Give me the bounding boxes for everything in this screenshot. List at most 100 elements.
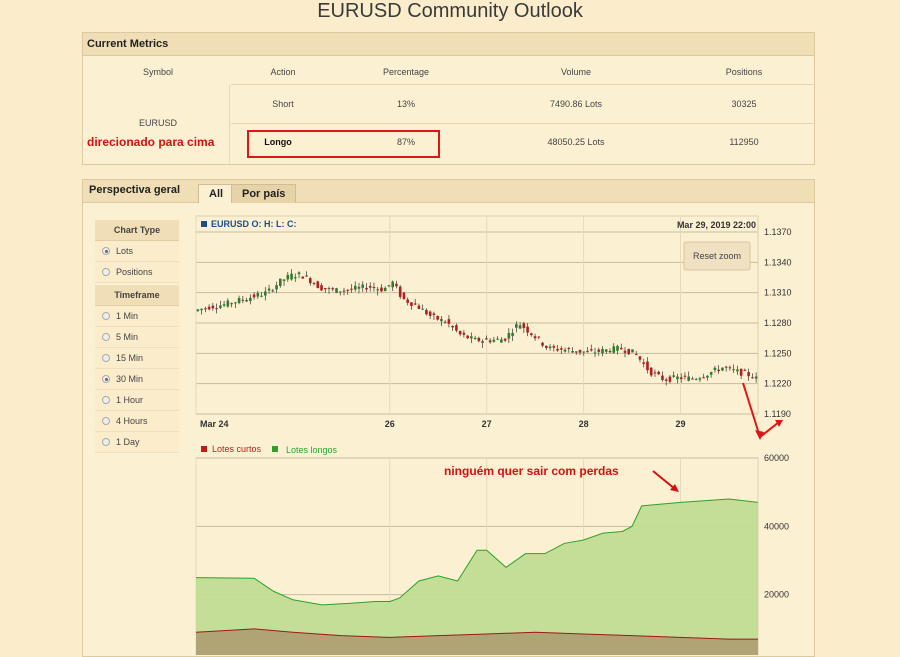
chart-type-lots[interactable]: Lots bbox=[95, 241, 179, 262]
price-plot-area bbox=[195, 215, 759, 415]
candle-body bbox=[687, 376, 690, 381]
radio-icon[interactable] bbox=[102, 333, 110, 341]
candle-body bbox=[552, 346, 556, 348]
candle-body bbox=[440, 319, 443, 322]
chart-type-heading: Chart Type bbox=[95, 220, 179, 241]
candle-body bbox=[593, 352, 597, 354]
candle-body bbox=[530, 333, 533, 336]
candle-body bbox=[297, 272, 301, 275]
price-tick-label: 1.1370 bbox=[764, 227, 792, 237]
candle-body bbox=[634, 354, 638, 356]
candle-body bbox=[380, 287, 383, 292]
chart-type-positions[interactable]: Positions bbox=[95, 262, 179, 283]
radio-icon[interactable] bbox=[102, 417, 110, 425]
candle-body bbox=[657, 371, 661, 375]
short-lots-line bbox=[195, 628, 758, 640]
price-tick-label: 1.1340 bbox=[764, 257, 792, 267]
radio-icon[interactable] bbox=[102, 312, 110, 320]
candle-body bbox=[698, 378, 702, 380]
candle-body bbox=[383, 287, 387, 292]
candle-body bbox=[346, 289, 350, 291]
candle-body bbox=[372, 286, 376, 289]
candle-body bbox=[694, 379, 698, 381]
candle-body bbox=[627, 348, 631, 355]
candle-body bbox=[357, 286, 361, 289]
date-tick-label: 28 bbox=[579, 419, 589, 429]
candle-body bbox=[462, 332, 466, 335]
perspective-header: Perspectiva geral All Por país bbox=[83, 180, 814, 203]
timeframe-1min[interactable]: 1 Min bbox=[95, 306, 179, 327]
col-action: Action bbox=[270, 67, 296, 77]
candle-body bbox=[323, 288, 327, 290]
candle-body bbox=[545, 345, 548, 348]
timeframe-30min[interactable]: 30 Min bbox=[95, 369, 179, 390]
candle-body bbox=[706, 375, 709, 378]
candle-body bbox=[574, 351, 578, 353]
candle-body bbox=[518, 325, 522, 329]
timeframe-5min[interactable]: 5 Min bbox=[95, 327, 179, 348]
candle-body bbox=[432, 313, 436, 316]
date-tick-label: 26 bbox=[385, 419, 395, 429]
candle-body bbox=[638, 356, 642, 360]
radio-icon[interactable] bbox=[102, 354, 110, 362]
candle-body bbox=[556, 348, 559, 351]
candle-body bbox=[623, 350, 627, 353]
current-metrics-panel: Current Metrics Symbol Action Percentage… bbox=[82, 32, 815, 165]
candle-body bbox=[470, 336, 473, 339]
tab-por-pais[interactable]: Por país bbox=[231, 184, 297, 203]
radio-icon[interactable] bbox=[102, 438, 110, 446]
timeframe-15min[interactable]: 15 Min bbox=[95, 348, 179, 369]
long-positions: 112950 bbox=[729, 137, 759, 147]
price-tick-label: 1.1280 bbox=[764, 318, 792, 328]
candle-body bbox=[226, 300, 230, 307]
chart-timestamp: Mar 29, 2019 22:00 bbox=[677, 220, 756, 230]
candle-body bbox=[503, 338, 507, 341]
candle-body bbox=[256, 293, 260, 297]
chart-options-sidebar: Chart Type Lots Positions Timeframe 1 Mi… bbox=[95, 220, 179, 453]
short-action: Short bbox=[272, 99, 294, 109]
candle-body bbox=[736, 369, 739, 372]
candle-body bbox=[215, 308, 218, 310]
price-grid bbox=[195, 215, 759, 415]
candle-body bbox=[447, 319, 451, 324]
candle-body bbox=[473, 337, 477, 340]
candle-body bbox=[211, 305, 215, 309]
radio-icon[interactable] bbox=[102, 396, 110, 404]
candle-body bbox=[241, 299, 245, 301]
candle-body bbox=[312, 283, 316, 285]
candle-body bbox=[578, 349, 582, 353]
candle-body bbox=[413, 303, 417, 305]
candle-body bbox=[308, 278, 312, 284]
candle-body bbox=[586, 350, 589, 353]
candle-body bbox=[387, 285, 391, 287]
candle-body bbox=[391, 281, 394, 288]
radio-icon[interactable] bbox=[102, 375, 110, 383]
annotation-arrowhead bbox=[670, 484, 679, 492]
timeframe-1day[interactable]: 1 Day bbox=[95, 432, 179, 453]
candle-body bbox=[646, 361, 649, 371]
timeframe-4hours[interactable]: 4 Hours bbox=[95, 411, 179, 432]
candle-body bbox=[728, 367, 732, 369]
reset-zoom-button[interactable]: Reset zoom bbox=[683, 241, 751, 271]
candle-body bbox=[279, 278, 282, 286]
long-percentage: 87% bbox=[396, 137, 415, 147]
candle-body bbox=[335, 288, 338, 293]
candle-body bbox=[234, 302, 237, 304]
radio-icon[interactable] bbox=[102, 247, 110, 255]
candle-body bbox=[511, 332, 514, 337]
candle-body bbox=[582, 351, 586, 353]
volume-tick-label: 60000 bbox=[764, 453, 789, 463]
radio-icon[interactable] bbox=[102, 268, 110, 276]
volume-tick-label: 20000 bbox=[764, 590, 789, 600]
symbol-cell: EURUSD bbox=[138, 118, 177, 128]
reset-zoom-label[interactable]: Reset zoom bbox=[693, 251, 741, 261]
date-tick-label: 29 bbox=[675, 419, 685, 429]
candle-body bbox=[612, 346, 616, 353]
date-tick-label: 27 bbox=[482, 419, 492, 429]
candle-body bbox=[481, 341, 484, 343]
candle-body bbox=[451, 325, 454, 328]
price-axis-labels: 1.1370 1.1340 1.1310 1.1280 1.1250 1.1220 1.11… bbox=[200, 227, 792, 429]
timeframe-1hour[interactable]: 1 Hour bbox=[95, 390, 179, 411]
candle-body bbox=[361, 284, 365, 288]
tab-all[interactable]: All bbox=[198, 184, 235, 203]
